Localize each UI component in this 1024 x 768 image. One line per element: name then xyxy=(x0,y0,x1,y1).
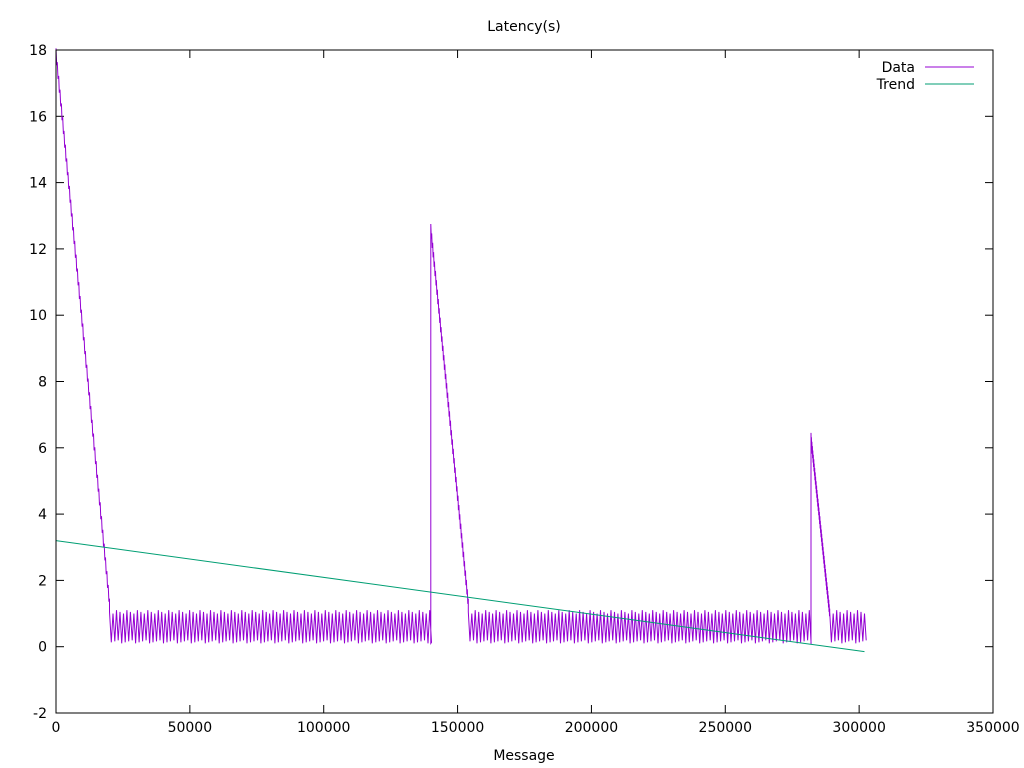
x-tick-label: 150000 xyxy=(431,720,484,736)
y-tick-label: 10 xyxy=(29,308,47,324)
axis-ticks: 0 50000 100000 150000 200000 250000 300000 3500… xyxy=(29,43,1020,736)
x-tick-label: 300000 xyxy=(832,720,885,736)
x-tick-label: 0 xyxy=(52,720,61,736)
y-tick-label: 0 xyxy=(38,640,47,656)
x-tick-label: 250000 xyxy=(699,720,752,736)
data-series-line xyxy=(55,48,867,645)
y-tick-label: 8 xyxy=(38,375,47,391)
trend-series-line xyxy=(55,540,865,653)
y-tick-label: 14 xyxy=(29,176,47,192)
x-tick-label: 350000 xyxy=(966,720,1019,736)
y-tick-label: 16 xyxy=(29,109,47,125)
plot-lines xyxy=(55,48,867,653)
y-tick-label: 12 xyxy=(29,242,47,258)
x-tick-label: 200000 xyxy=(565,720,618,736)
x-axis-label: Message xyxy=(493,748,554,764)
legend-label-trend: Trend xyxy=(876,77,915,93)
y-tick-label: 2 xyxy=(38,573,47,589)
x-tick-label: 50000 xyxy=(168,720,213,736)
chart-title: Latency(s) xyxy=(487,19,561,35)
plot-frame xyxy=(55,49,994,714)
y-tick-label: 6 xyxy=(38,441,47,457)
legend-label-data: Data xyxy=(882,60,915,76)
y-tick-label: -2 xyxy=(33,706,47,722)
y-tick-label: 4 xyxy=(38,507,47,523)
x-tick-label: 100000 xyxy=(297,720,350,736)
y-tick-label: 18 xyxy=(29,43,47,59)
